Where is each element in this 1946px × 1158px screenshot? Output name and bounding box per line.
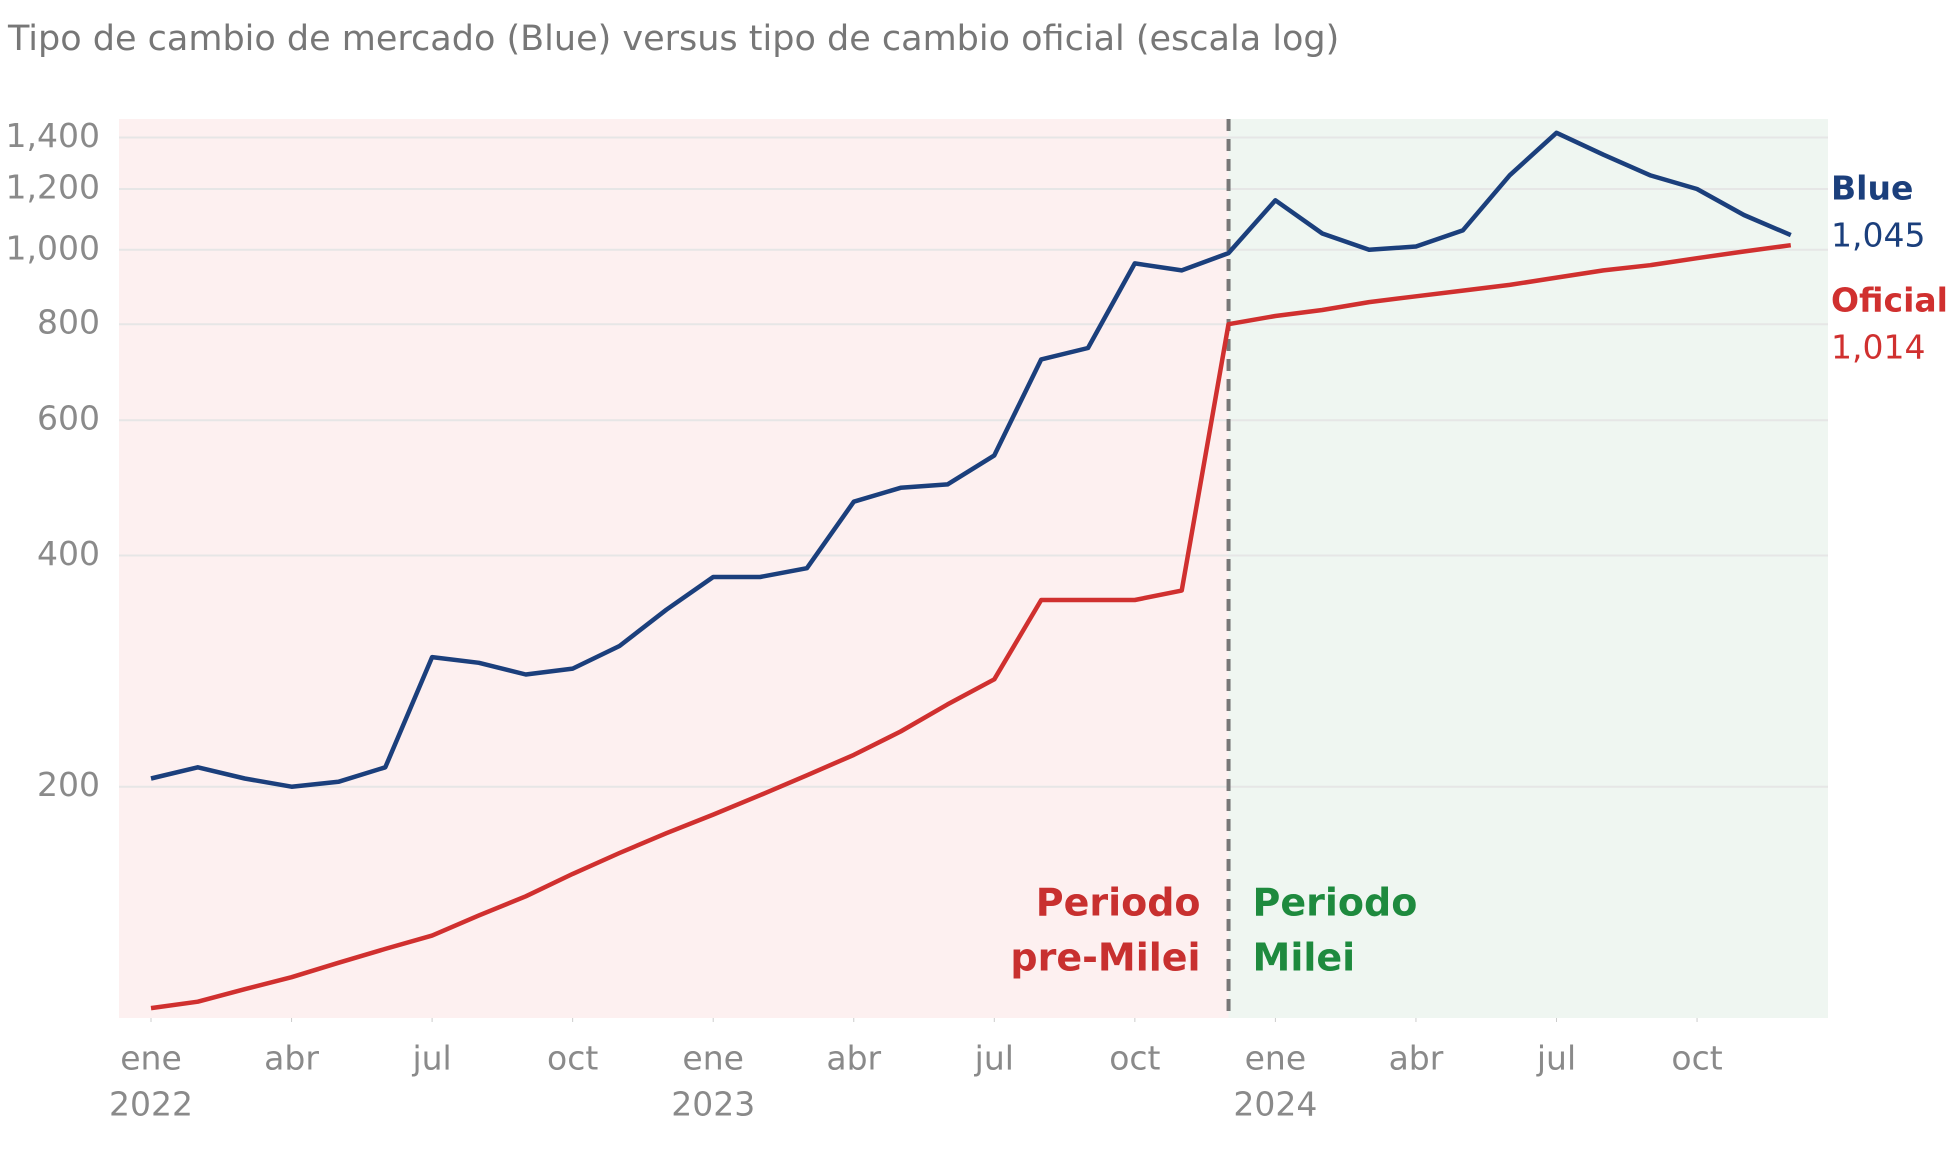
period-background — [1228, 119, 1828, 1018]
series-line — [150, 130, 1792, 789]
series-line — [150, 242, 1792, 1011]
x-tick-label: ene — [1245, 1039, 1307, 1078]
y-tick-label: 1,000 — [6, 228, 100, 267]
x-tick-label: jul — [1536, 1039, 1576, 1078]
y-tick-label: 600 — [37, 399, 100, 438]
x-tick-label: ene — [120, 1039, 182, 1078]
y-tick-label: 200 — [37, 765, 100, 804]
x-tick-year: 2024 — [1233, 1085, 1317, 1124]
x-tick-label: oct — [547, 1039, 598, 1078]
x-tick-label: jul — [411, 1039, 451, 1078]
series-name: Oficial — [1831, 281, 1946, 320]
end-value-label: 1,014 — [1831, 328, 1925, 367]
x-tick-label: oct — [1671, 1039, 1722, 1078]
x-tick-label: oct — [1109, 1039, 1160, 1078]
y-tick-label: 1,400 — [6, 116, 100, 155]
y-tick-label: 1,200 — [6, 167, 100, 206]
x-tick-label: jul — [974, 1039, 1014, 1078]
x-tick-year: 2022 — [109, 1085, 193, 1124]
period-label: Periodo — [1036, 881, 1201, 925]
period-label: Periodo — [1253, 881, 1418, 925]
series-name: Blue — [1831, 169, 1913, 208]
x-tick-label: abr — [264, 1039, 319, 1078]
period-label: pre-Milei — [1010, 936, 1200, 980]
y-tick-label: 800 — [37, 303, 100, 342]
chart-title: Tipo de cambio de mercado (Blue) versus … — [7, 19, 1339, 59]
end-value-label: 1,045 — [1831, 216, 1925, 255]
x-tick-label: abr — [826, 1039, 881, 1078]
period-background — [119, 119, 1229, 1018]
x-tick-label: abr — [1389, 1039, 1444, 1078]
x-tick-year: 2023 — [671, 1085, 755, 1124]
y-tick-label: 400 — [37, 534, 100, 573]
x-tick-label: ene — [682, 1039, 744, 1078]
period-label: Milei — [1253, 936, 1356, 980]
